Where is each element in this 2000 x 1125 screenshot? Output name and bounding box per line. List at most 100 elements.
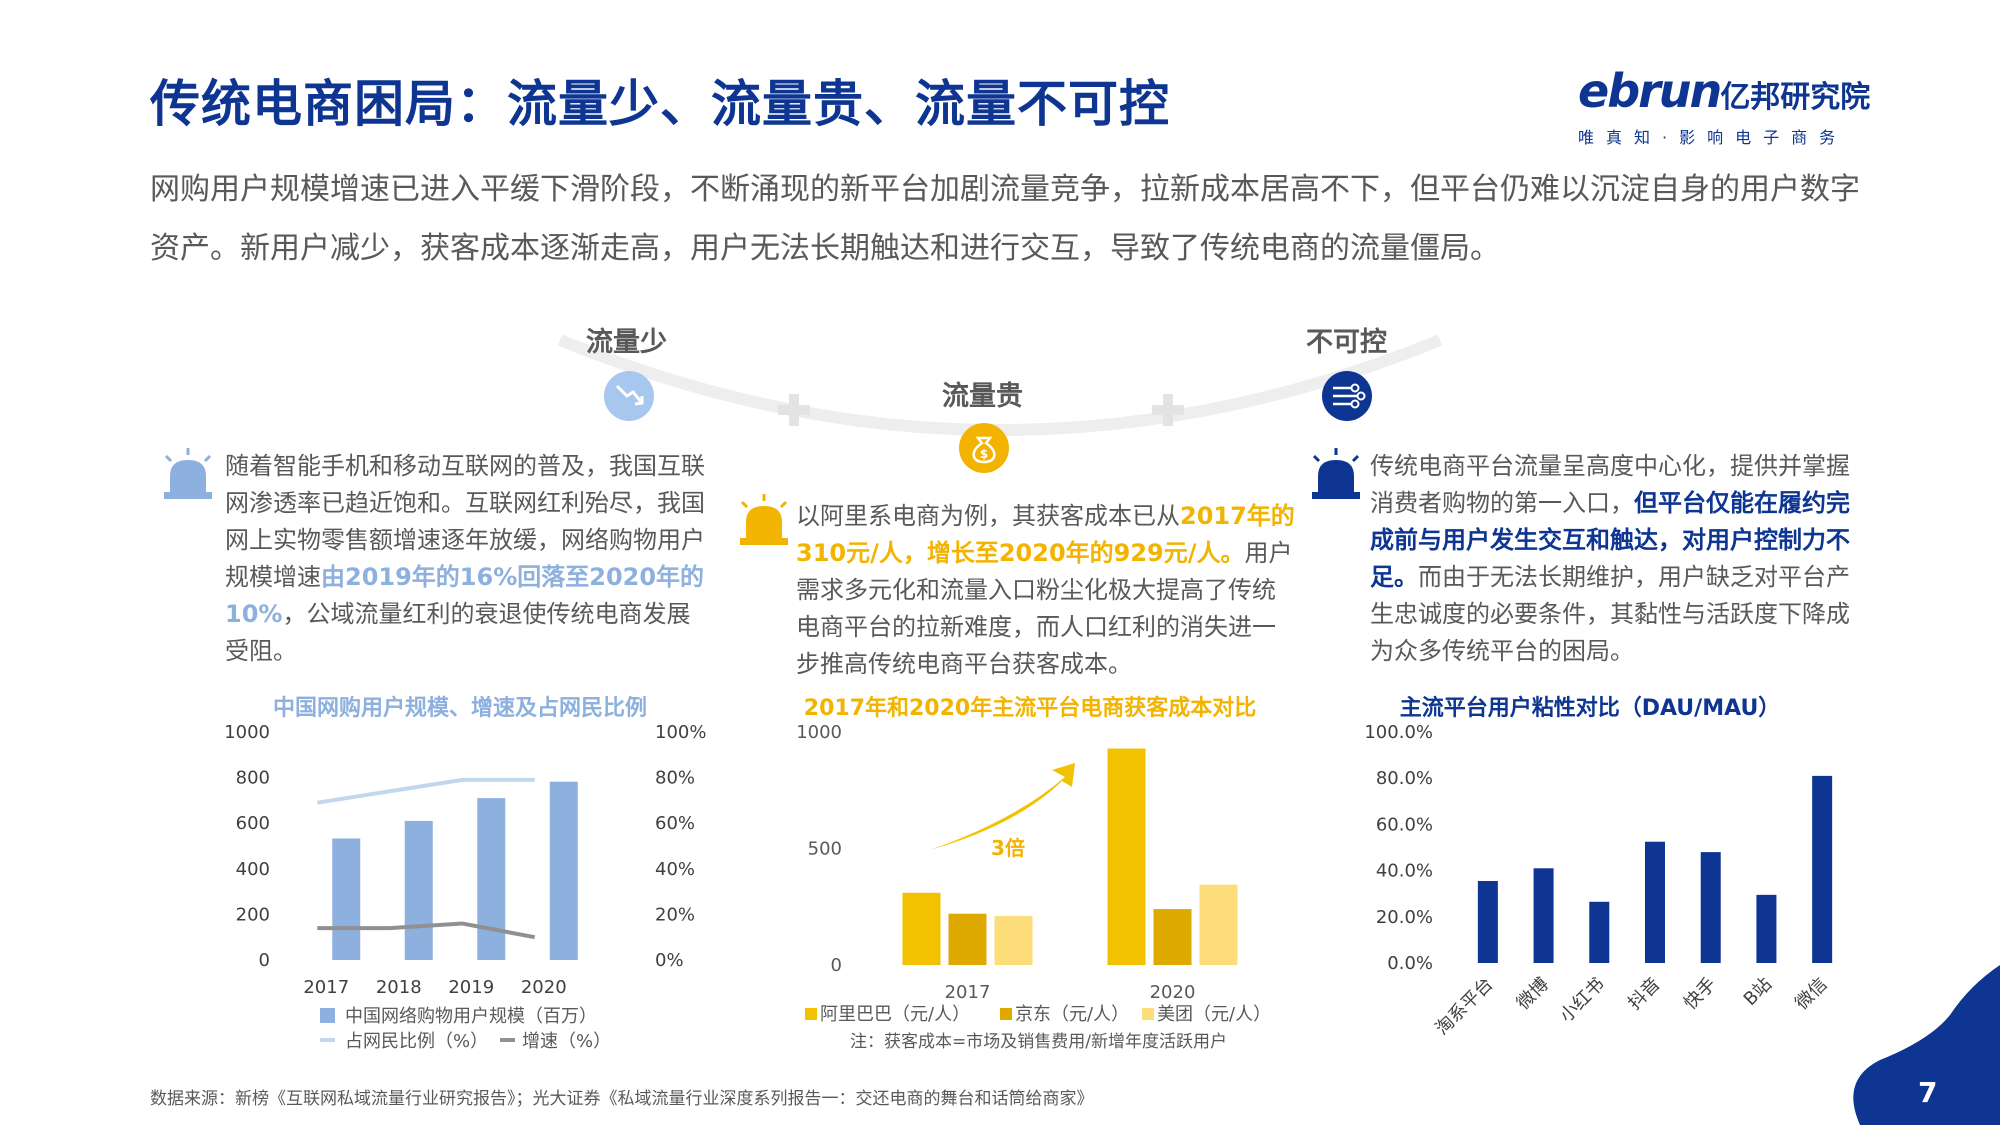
chart2-bar (902, 892, 941, 965)
chart-stickiness: 0.0% 20.0% 40.0% 60.0% 80.0% 100.0% 淘系平台 微博 小红书抖… (1364, 722, 1833, 1040)
chart3-y-tick: 20.0% (1376, 907, 1433, 928)
chart2-x-tick: 2020 (1150, 982, 1196, 1003)
chart3-bar (1589, 901, 1610, 963)
chart3-bar (1645, 841, 1665, 963)
chart2-y-tick: 0 (831, 955, 842, 976)
chart3-x-tick: 淘系平台 (1432, 974, 1498, 1040)
chart2-legend-item: 阿里巴巴（元/人） (820, 1004, 970, 1025)
chart1-x-tick: 2020 (521, 977, 567, 998)
chart2-annotation: 3倍 (991, 836, 1025, 860)
chart3-y-tick: 80.0% (1376, 768, 1433, 789)
chart2-legend-item: 美团（元/人） (1157, 1004, 1271, 1025)
chart2-title: 2017年和2020年主流平台电商获客成本对比 (803, 696, 1257, 721)
chart1-y-tick: 600 (236, 813, 270, 834)
ebrun-logo: ebrun亿邦研究院 唯真知·影响电子商务 (1578, 64, 1878, 147)
chart2-y-tick: 1000 (796, 722, 842, 743)
chart2-bar (994, 916, 1033, 965)
chart3-x-tick: 快手 (1680, 974, 1720, 1014)
chart3-x-tick: 微信 (1791, 974, 1831, 1014)
chart1-bar (477, 798, 506, 960)
pillar-label-less: 流量少 (586, 327, 667, 358)
data-source: 数据来源：新榜《互联网私域流量行业研究报告》；光大证券《私域流量行业深度系列报告… (150, 1089, 1094, 1109)
chart1-y2-tick: 20% (655, 904, 695, 925)
alarm-light-icon-mid (740, 494, 788, 545)
page-title: 传统电商困局：流量少、流量贵、流量不可控 (150, 75, 1170, 133)
chart3-bar (1533, 868, 1554, 963)
pillar-label-uncontrollable: 不可控 (1306, 327, 1387, 358)
chart1-y-tick: 1000 (224, 722, 270, 743)
chart1-bar (404, 820, 433, 960)
corner-decoration (1853, 965, 2000, 1125)
svg-text:$: $ (980, 447, 988, 461)
chart2-bar (1107, 748, 1146, 965)
left-text-highlight: 由2019年的16%回落至2020年的10% (225, 563, 705, 628)
chart3-y-tick: 60.0% (1376, 814, 1433, 835)
mid-text-2: 用户需求多元化和流量入口粉尘化极大提高了传统电商平台的拉新难度，而人口红利的消失… (796, 539, 1293, 678)
control-network-icon (1322, 371, 1372, 421)
chart3-bar (1812, 775, 1833, 963)
chart1-legend-swatch-bar (320, 1008, 335, 1023)
plus-icon-left (778, 394, 810, 426)
chart2-legend-swatch (1000, 1008, 1012, 1020)
money-bag-icon: $ (959, 423, 1009, 473)
pillar-label-expensive: 流量贵 (942, 381, 1023, 412)
plus-icon-right (1152, 394, 1184, 426)
alarm-light-icon-right (1312, 448, 1360, 499)
chart1-y-tick: 400 (236, 859, 270, 880)
chart1-y2-tick: 60% (655, 813, 695, 834)
chart1-y-tick: 200 (236, 904, 270, 925)
chart1-x-tick: 2018 (376, 977, 422, 998)
chart1-line-growth (317, 921, 536, 940)
column-text-left: 随着智能手机和移动互联网的普及，我国互联网渗透率已趋近饱和。互联网红利殆尽，我国… (225, 448, 710, 670)
left-text-2: ，公域流量红利的衰退使传统电商发展受阻。 (225, 600, 691, 665)
chart1-x-tick: 2019 (448, 977, 494, 998)
chart1-bar (549, 781, 578, 960)
mid-text-1: 以阿里系电商为例，其获客成本已从 (796, 502, 1180, 530)
chart3-bar (1700, 852, 1721, 963)
chart1-y2-tick: 100% (655, 722, 706, 743)
chart2-legend-swatch (805, 1008, 817, 1020)
chart1-legend-growth: 增速（%） (522, 1031, 611, 1052)
intro-paragraph: 网购用户规模增速已进入平缓下滑阶段，不断涌现的新平台加剧流量竞争，拉新成本居高不… (150, 172, 1860, 266)
chart2-y-tick: 500 (808, 839, 842, 860)
left-text-1: 随着智能手机和移动互联网的普及，我国互联网渗透率已趋近饱和。互联网红利殆尽，我国… (225, 452, 705, 591)
chart2-legend-item: 京东（元/人） (1015, 1004, 1129, 1025)
alarm-light-icon-left (164, 448, 212, 499)
chart1-bar (332, 838, 361, 960)
chart2-bar (948, 913, 987, 965)
column-text-mid: 以阿里系电商为例，其获客成本已从2017年的310元/人，增长至2020年的92… (796, 498, 1296, 683)
chart3-y-tick: 100.0% (1364, 722, 1433, 743)
chart2-bar (1153, 909, 1192, 965)
chart3-title: 主流平台用户粘性对比（DAU/MAU） (1399, 696, 1781, 721)
chart1-y-tick: 0 (259, 950, 270, 971)
chart1-line-share (316, 777, 535, 805)
chart3-y-tick: 40.0% (1376, 861, 1433, 882)
chart1-y2-tick: 40% (655, 859, 695, 880)
chart3-x-tick: 小红书 (1556, 974, 1609, 1027)
page-number: 7 (1918, 1076, 1938, 1109)
chart2-note: 注：获客成本=市场及销售费用/新增年度活跃用户 (850, 1032, 1227, 1052)
chart-user-scale: 0 200 400 600 800 1000 0% 20% 40% 60% 80% 100% 2017 2… (224, 722, 706, 1052)
column-text-right: 传统电商平台流量呈高度中心化，提供并掌握消费者购物的第一入口，但平台仅能在履约完… (1370, 448, 1860, 670)
chart2-growth-arrow (930, 763, 1075, 850)
trend-down-icon (604, 371, 654, 421)
chart2-legend-swatch (1142, 1008, 1154, 1020)
right-text-1: 传统电商平台流量呈高度中心化，提供并掌握消费者购物的第一入口， (1370, 452, 1850, 517)
chart2-bar (1199, 884, 1238, 965)
chart1-y2-tick: 0% (655, 950, 684, 971)
chart3-bar (1477, 880, 1498, 963)
chart1-title: 中国网购用户规模、增速及占网民比例 (272, 696, 647, 721)
right-text-2: 而由于无法长期维护，用户缺乏对平台产生忠诚度的必要条件，其黏性与活跃度下降成为众… (1370, 563, 1850, 665)
mid-text-highlight: 2017年的310元/人，增长至2020年的929元/人。 (796, 502, 1295, 567)
logo-cn: 亿邦研究院 (1720, 80, 1871, 115)
chart1-legend-share: 占网民比例（%） (345, 1031, 488, 1052)
chart3-x-tick: 抖音 (1624, 974, 1664, 1014)
logo-wordmark: ebrun (1578, 64, 1722, 118)
chart1-y2-tick: 80% (655, 768, 695, 789)
chart1-y-tick: 800 (236, 768, 270, 789)
logo-tagline: 唯真知·影响电子商务 (1578, 128, 1848, 147)
right-text-highlight: 但平台仅能在履约完成前与用户发生交互和触达，对用户控制力不足。 (1370, 489, 1850, 591)
chart3-y-tick: 0.0% (1387, 953, 1433, 974)
chart1-x-tick: 2017 (303, 977, 349, 998)
